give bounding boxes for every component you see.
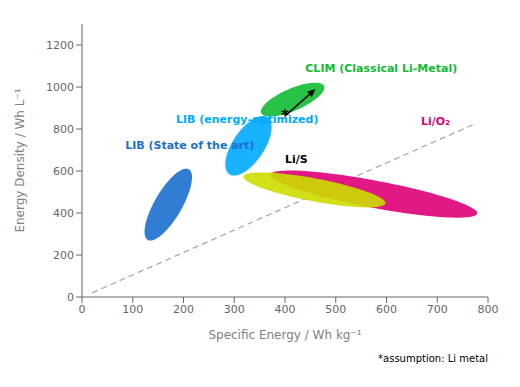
svg-text:400: 400 <box>53 207 74 220</box>
svg-text:200: 200 <box>53 249 74 262</box>
svg-text:Li/O₂: Li/O₂ <box>421 115 450 128</box>
svg-text:400: 400 <box>275 303 296 316</box>
svg-text:200: 200 <box>173 303 194 316</box>
svg-text:300: 300 <box>224 303 245 316</box>
svg-text:Specific Energy / Wh kg⁻¹: Specific Energy / Wh kg⁻¹ <box>208 328 361 342</box>
svg-text:800: 800 <box>478 303 499 316</box>
svg-text:500: 500 <box>325 303 346 316</box>
svg-text:CLIM (Classical Li-Metal): CLIM (Classical Li-Metal) <box>305 62 457 75</box>
svg-text:0: 0 <box>67 291 74 304</box>
svg-text:600: 600 <box>53 165 74 178</box>
svg-text:800: 800 <box>53 123 74 136</box>
html-text:*assumption: Li metal: *assumption: Li metal <box>378 353 488 364</box>
svg-text:Energy Density / Wh L⁻¹: Energy Density / Wh L⁻¹ <box>13 88 27 232</box>
svg-text:100: 100 <box>122 303 143 316</box>
svg-text:Li/S: Li/S <box>285 153 308 166</box>
svg-text:600: 600 <box>376 303 397 316</box>
svg-text:1200: 1200 <box>46 39 74 52</box>
svg-text:LIB (energy-optimized): LIB (energy-optimized) <box>176 113 319 126</box>
svg-text:LIB (State of the art): LIB (State of the art) <box>125 139 254 152</box>
svg-text:700: 700 <box>427 303 448 316</box>
svg-text:0: 0 <box>79 303 86 316</box>
svg-text:1000: 1000 <box>46 81 74 94</box>
